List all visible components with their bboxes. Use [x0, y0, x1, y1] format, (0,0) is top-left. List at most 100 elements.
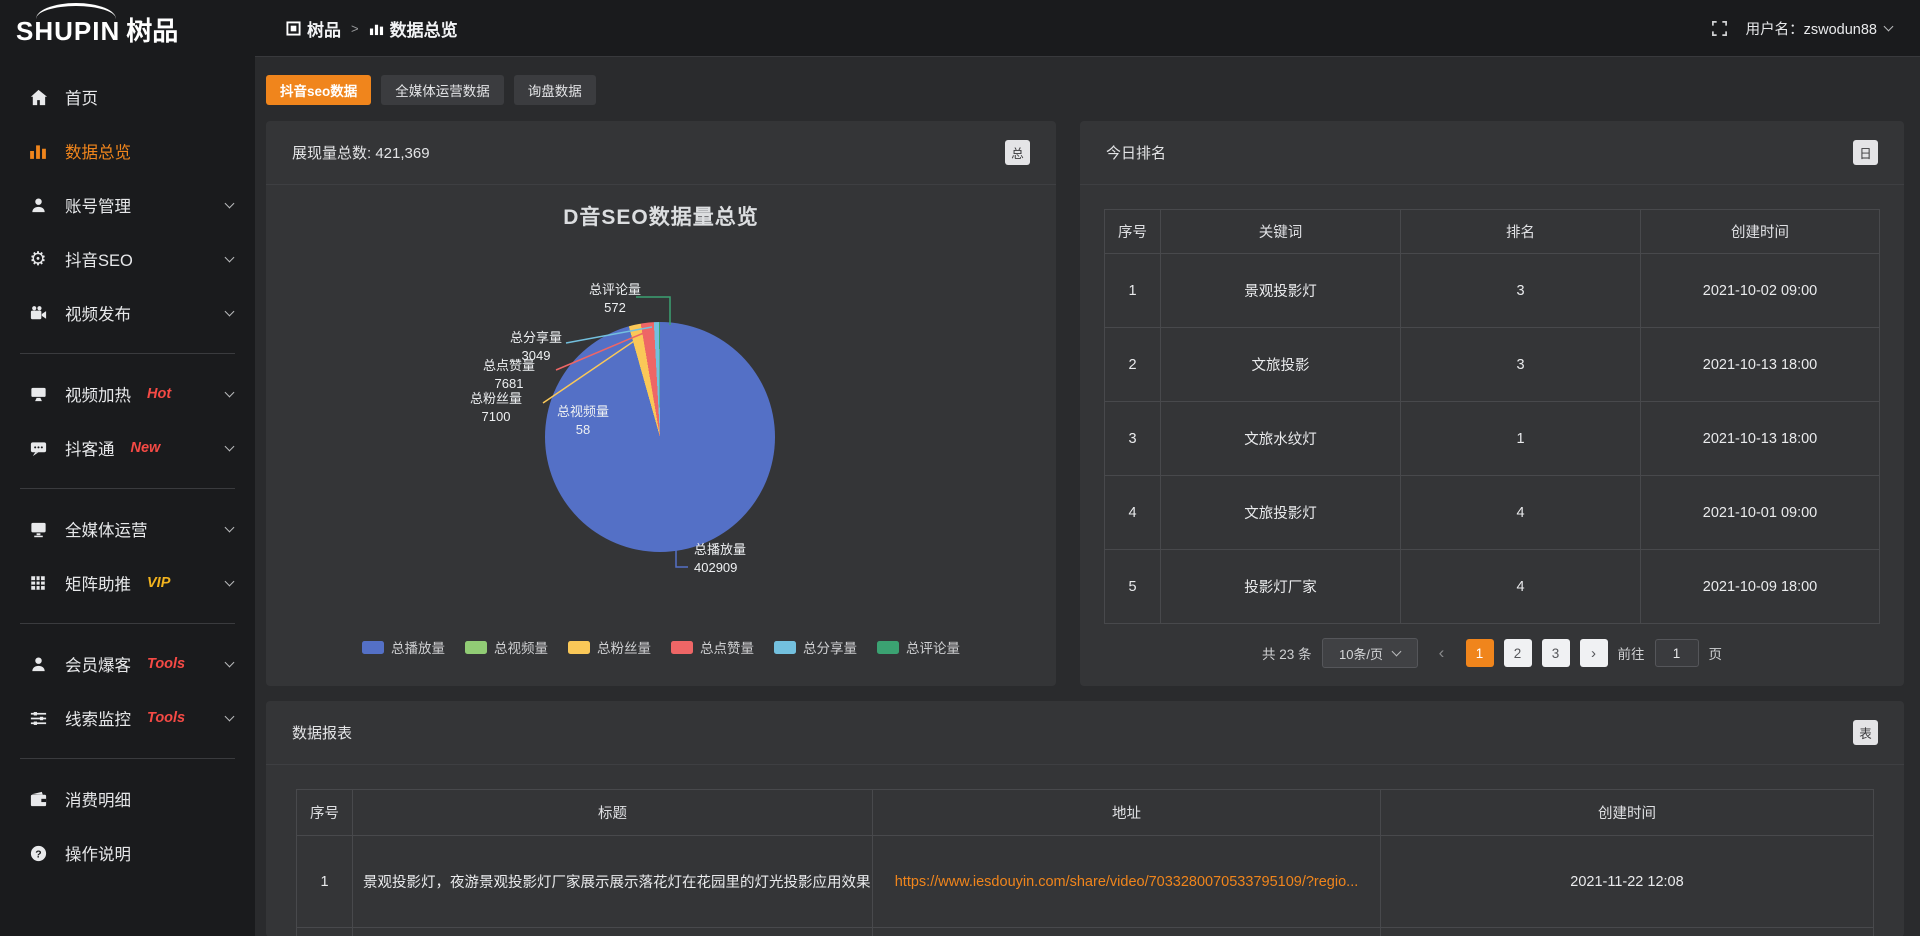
video-title: 景观投影灯，夜游景观投影灯厂家展示展示落花灯在花园里的灯光投影应用效果 # [352, 835, 873, 928]
main-content: 抖音seo数据 全媒体运营数据 询盘数据 展现量总数: 421,369 总 D音… [255, 56, 1920, 936]
logo-text-cn: 树品 [126, 16, 179, 46]
pie-label-plays: 总播放量 402909 [694, 542, 747, 575]
screen-icon [26, 385, 50, 404]
table-row: 5 投影灯厂家 4 2021-10-09 18:00 [1104, 549, 1880, 624]
sidebar-item-label: 视频加热 [65, 387, 131, 405]
prev-page-button[interactable]: ‹ [1428, 639, 1456, 667]
report-panel-title: 数据报表 [292, 725, 353, 742]
chevron-down-icon [224, 441, 235, 452]
col-rank: 排名 [1400, 209, 1641, 254]
wallet-icon [26, 790, 50, 809]
sidebar: 首页 数据总览 账号管理 ⚙ 抖音SEO 视频发布 [0, 56, 255, 936]
page-size-select[interactable]: 10条/页 [1321, 638, 1418, 668]
col-created: 创建时间 [1380, 789, 1874, 836]
breadcrumb-current[interactable]: 数据总览 [369, 16, 458, 41]
chevron-down-icon [224, 711, 235, 722]
sidebar-divider [20, 758, 235, 759]
video-camera-icon [26, 304, 50, 323]
legend-item-shares[interactable]: 总分享量 [774, 637, 857, 657]
chevron-down-icon [224, 387, 235, 398]
total-view-button[interactable]: 总 [1005, 140, 1030, 165]
bar-chart-icon [26, 142, 50, 160]
sidebar-item-douyin-seo[interactable]: ⚙ 抖音SEO [0, 232, 255, 286]
sidebar-item-douketong[interactable]: 抖客通 New [0, 421, 255, 475]
table-view-button[interactable]: 表 [1853, 720, 1878, 745]
breadcrumb: 树品 > 数据总览 [286, 16, 458, 41]
logo-text-en: SHUPIN [16, 16, 121, 46]
sidebar-item-video-publish[interactable]: 视频发布 [0, 286, 255, 340]
chevron-down-icon [224, 306, 235, 317]
legend-item-fans[interactable]: 总粉丝量 [568, 637, 651, 657]
sidebar-item-consume-detail[interactable]: 消费明细 [0, 772, 255, 826]
goto-page-input[interactable] [1654, 639, 1699, 667]
fullscreen-icon[interactable] [1711, 20, 1728, 37]
pie-label-fans: 总粉丝量 7100 [469, 391, 522, 424]
sidebar-item-label: 全媒体运营 [65, 522, 148, 540]
col-url: 地址 [872, 789, 1381, 836]
table-header-row: 序号 关键词 排名 创建时间 [1104, 209, 1880, 254]
pie-chart-area: D音SEO数据量总览 总评论量 572 总分享量 3049 总点赞量 7681 [266, 185, 1056, 685]
table-row: 1 景观投影灯，夜游景观投影灯厂家展示展示落花灯在花园里的灯光投影应用效果 # … [296, 835, 1874, 928]
chevron-down-icon [224, 252, 235, 263]
sidebar-item-label: 会员爆客 [65, 657, 131, 675]
breadcrumb-separator: > [351, 20, 359, 36]
sidebar-item-home[interactable]: 首页 [0, 70, 255, 124]
sidebar-item-matrix-boost[interactable]: 矩阵助推 VIP [0, 556, 255, 610]
user-menu[interactable]: 用户名：zswodun88 [1746, 18, 1894, 39]
goto-label: 前往 [1617, 647, 1645, 662]
square-icon [286, 20, 301, 36]
sidebar-item-help[interactable]: ? 操作说明 [0, 826, 255, 880]
next-page-button[interactable]: › [1579, 639, 1608, 667]
question-icon: ? [26, 844, 50, 863]
legend-swatch [671, 640, 693, 654]
col-keyword: 关键词 [1160, 209, 1401, 254]
tab-inquiry-data[interactable]: 询盘数据 [513, 75, 596, 105]
data-tabs: 抖音seo数据 全媒体运营数据 询盘数据 [266, 75, 1904, 105]
table-row [296, 927, 1874, 936]
data-report-panel: 数据报表 表 序号 标题 地址 创建时间 1 景观投影灯，夜游景观投影灯 [266, 701, 1904, 936]
tools-badge: Tools [147, 656, 186, 672]
breadcrumb-root[interactable]: 树品 [286, 16, 341, 41]
col-index: 序号 [296, 789, 353, 836]
tab-media-operation-data[interactable]: 全媒体运营数据 [381, 75, 504, 105]
table-row: 4 文旅投影灯 4 2021-10-01 09:00 [1104, 475, 1880, 550]
impressions-total-label: 展现量总数: 421,369 [292, 145, 430, 162]
sidebar-item-label: 线索监控 [65, 711, 131, 729]
tab-douyin-seo-data[interactable]: 抖音seo数据 [266, 75, 372, 105]
app-logo: SHUPIN 树品 [0, 0, 255, 56]
sidebar-item-member-tools[interactable]: 会员爆客 Tools [0, 637, 255, 691]
sliders-icon [26, 709, 50, 728]
monitor-icon [26, 520, 50, 539]
pie-label-comments: 总评论量 572 [588, 282, 641, 315]
sidebar-item-account[interactable]: 账号管理 [0, 178, 255, 232]
sidebar-item-label: 账号管理 [65, 198, 131, 216]
legend-item-videos[interactable]: 总视频量 [465, 637, 548, 657]
legend-swatch [465, 640, 487, 654]
topbar: SHUPIN 树品 树品 > 数据总览 用户名：zswodun88 [0, 0, 1920, 56]
chat-icon [26, 439, 50, 458]
sidebar-item-media-operation[interactable]: 全媒体运营 [0, 502, 255, 556]
col-created: 创建时间 [1640, 209, 1880, 254]
gear-icon: ⚙ [29, 248, 47, 270]
video-link[interactable]: https://www.iesdouyin.com/share/video/70… [894, 873, 1359, 890]
grid-icon [26, 574, 50, 592]
page-button-1[interactable]: 1 [1465, 639, 1494, 667]
legend-item-likes[interactable]: 总点赞量 [671, 637, 754, 657]
legend-item-plays[interactable]: 总播放量 [362, 637, 445, 657]
pie-label-likes: 总点赞量 7681 [482, 358, 535, 391]
sidebar-item-label: 操作说明 [65, 846, 131, 864]
page-suffix-label: 页 [1708, 647, 1723, 662]
page-button-3[interactable]: 3 [1541, 639, 1570, 667]
legend-item-comments[interactable]: 总评论量 [877, 637, 960, 657]
svg-text:?: ? [35, 849, 41, 860]
chevron-down-icon [224, 576, 235, 587]
day-view-button[interactable]: 日 [1853, 140, 1878, 165]
sidebar-item-label: 矩阵助推 [65, 576, 131, 594]
sidebar-item-video-heat[interactable]: 视频加热 Hot [0, 367, 255, 421]
sidebar-item-clue-monitor[interactable]: 线索监控 Tools [0, 691, 255, 745]
sidebar-item-label: 抖客通 [65, 441, 115, 459]
logo-arc-decoration [36, 3, 116, 19]
sidebar-item-data-overview[interactable]: 数据总览 [0, 124, 255, 178]
today-ranking-panel: 今日排名 日 序号 关键词 排名 创建时间 [1080, 121, 1904, 686]
page-button-2[interactable]: 2 [1503, 639, 1532, 667]
